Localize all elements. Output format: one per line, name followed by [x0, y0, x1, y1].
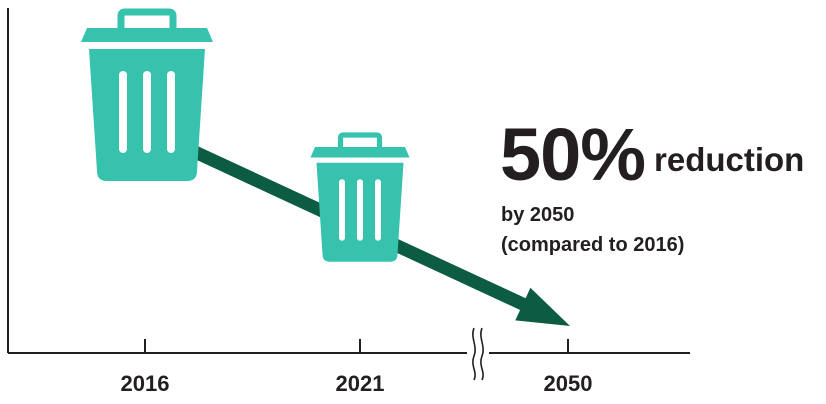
bin-stripe	[167, 71, 175, 153]
bin-lid	[81, 28, 213, 42]
trash-bin-icon	[81, 8, 213, 181]
bin-stripe	[339, 179, 345, 241]
bin-stripe	[119, 71, 127, 153]
bin-stripe	[143, 71, 151, 153]
trash-bin-icon	[310, 132, 410, 262]
bin-handle	[337, 132, 383, 147]
axis-break-gap	[467, 338, 489, 368]
bin-lid	[310, 147, 410, 158]
x-tick-label-2050: 2050	[544, 371, 593, 396]
baseline-note-text: (compared to 2016)	[501, 234, 685, 256]
reduction-word: reduction	[654, 141, 805, 178]
reduction-percent: 50%	[500, 113, 646, 196]
x-tick-label-2016: 2016	[121, 371, 170, 396]
x-tick-label-2021: 2021	[336, 371, 385, 396]
bin-stripe	[375, 179, 381, 241]
bin-handle	[117, 8, 177, 28]
axis-break-mark-right	[480, 327, 484, 381]
bin-stripe	[357, 179, 363, 241]
target-year-text: by 2050	[501, 204, 575, 226]
axis-break-mark-left	[472, 327, 476, 381]
